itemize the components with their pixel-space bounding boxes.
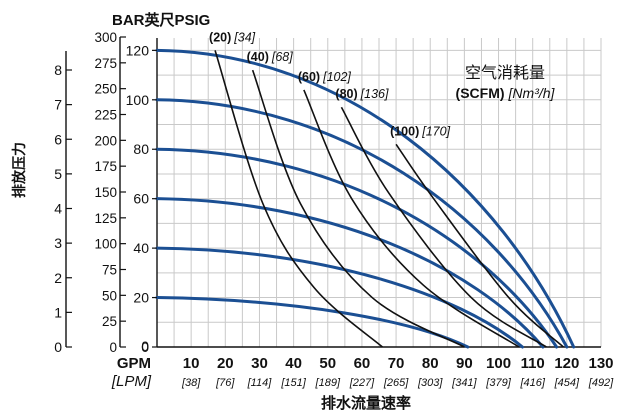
x-origin-label: 0 [141, 338, 149, 354]
bar-tick-label: 0 [54, 339, 62, 355]
air-curve-label-scfm: (60) [298, 70, 320, 84]
performance-curve [155, 48, 576, 349]
x-tick-label-gpm: 90 [456, 355, 473, 372]
feet-tick-label: 50 [102, 288, 117, 303]
air-curve-label-nm3h: [34] [233, 30, 255, 44]
air-consumption-curve [303, 89, 520, 348]
x-tick-label-gpm: 100 [486, 355, 511, 372]
feet-tick-label: 300 [94, 30, 117, 45]
x-tick-label-lpm: [38] [181, 377, 201, 389]
x-tick-label-lpm: [76] [215, 377, 235, 389]
x-unit-gpm: GPM [117, 355, 151, 372]
air-curve-label-scfm: (80) [335, 87, 357, 101]
x-tick-label-gpm: 110 [521, 355, 545, 372]
x-tick-label-lpm: [265] [383, 377, 409, 389]
x-tick-label-gpm: 120 [554, 355, 579, 372]
performance-curves [155, 48, 576, 349]
psig-tick-label: 120 [126, 42, 150, 58]
x-tick-label-gpm: 80 [422, 355, 439, 372]
legend-subtitle: (SCFM) [Nm³/h] [456, 85, 556, 101]
x-tick-label-lpm: [227] [349, 377, 375, 389]
bar-tick-label: 1 [54, 304, 62, 320]
psig-tick-label: 60 [133, 191, 149, 207]
legend-subtitle-bold: (SCFM) [456, 85, 505, 101]
x-tick-label-gpm: 50 [319, 355, 336, 372]
air-curve-label-nm3h: [136] [360, 87, 389, 101]
x-tick-label-lpm: [379] [485, 377, 511, 389]
top-axis-title: BAR英尺PSIG [112, 11, 210, 29]
tick-labels: 0204060801001200255075100125150175200225… [54, 30, 614, 389]
feet-tick-label: 150 [94, 185, 117, 200]
air-consumption-curve [395, 143, 564, 348]
x-tick-label-gpm: 20 [217, 355, 234, 372]
x-tick-label-lpm: [189] [315, 377, 341, 389]
legend-subtitle-italic: [Nm³/h] [508, 85, 556, 101]
x-tick-label-lpm: [151] [280, 377, 306, 389]
psig-tick-label: 80 [133, 141, 149, 157]
feet-tick-label: 125 [94, 211, 117, 226]
performance-curve [155, 197, 545, 349]
air-curve-label-nm3h: [102] [322, 70, 351, 84]
feet-tick-label: 100 [94, 237, 117, 252]
psig-tick-label: 20 [133, 290, 149, 306]
psig-tick-label: 0 [141, 339, 149, 355]
feet-tick-label: 75 [102, 263, 117, 278]
air-curve-label-nm3h: [170] [421, 124, 450, 138]
air-curve-label: (40) [68] [247, 50, 294, 64]
air-curve-label-scfm: (40) [247, 50, 269, 64]
feet-tick-label: 0 [109, 340, 117, 355]
bar-tick-label: 5 [54, 166, 62, 182]
x-axis-label: 排水流量速率 [321, 394, 411, 412]
bar-tick-label: 7 [54, 97, 62, 113]
bar-tick-label: 2 [54, 270, 62, 286]
x-tick-label-gpm: 70 [388, 355, 405, 372]
x-tick-label-lpm: [454] [554, 377, 580, 389]
x-tick-label-lpm: [303] [417, 377, 443, 389]
x-tick-label-lpm: [341] [451, 377, 477, 389]
feet-tick-label: 200 [94, 133, 117, 148]
x-tick-label-gpm: 30 [251, 355, 268, 372]
x-unit-lpm: [LPM] [111, 373, 152, 390]
feet-tick-label: 275 [94, 56, 117, 71]
x-tick-label-lpm: [114] [247, 377, 273, 389]
feet-tick-label: 25 [102, 314, 117, 329]
psig-tick-label: 100 [126, 92, 150, 108]
x-tick-label-gpm: 40 [285, 355, 302, 372]
air-curve-label: (100) [170] [390, 124, 451, 138]
bar-tick-label: 8 [54, 62, 62, 78]
feet-tick-label: 225 [94, 108, 117, 123]
air-consumption-curve [340, 106, 547, 348]
feet-tick-label: 250 [94, 82, 117, 97]
air-curve-label-nm3h: [68] [271, 50, 293, 64]
bar-tick-label: 6 [54, 131, 62, 147]
air-curve-label: (60) [102] [298, 70, 352, 84]
bar-tick-label: 3 [54, 235, 62, 251]
x-tick-label-gpm: 10 [183, 355, 200, 372]
bar-tick-label: 4 [54, 201, 62, 217]
air-curve-label: (80) [136] [335, 87, 389, 101]
air-consumption-curves: (20) [34](40) [68](60) [102](80) [136](100)[… [209, 30, 564, 348]
x-tick-label-gpm: 60 [354, 355, 371, 372]
feet-tick-label: 175 [94, 159, 117, 174]
psig-tick-label: 40 [133, 240, 149, 256]
air-consumption-curve [251, 69, 465, 348]
air-curve-label: (20) [34] [209, 30, 256, 44]
performance-curve [155, 246, 524, 349]
x-tick-label-lpm: [416] [519, 377, 545, 389]
y-axis-label: 排放压力 [11, 142, 27, 198]
air-curve-label-scfm: (100) [390, 124, 419, 138]
legend-title: 空气消耗量 [465, 64, 545, 82]
air-curve-label-scfm: (20) [209, 30, 231, 44]
air-consumption-curve [214, 50, 383, 348]
x-tick-label-lpm: [492] [588, 377, 614, 389]
performance-curve [155, 147, 559, 349]
x-tick-label-gpm: 130 [588, 355, 613, 372]
